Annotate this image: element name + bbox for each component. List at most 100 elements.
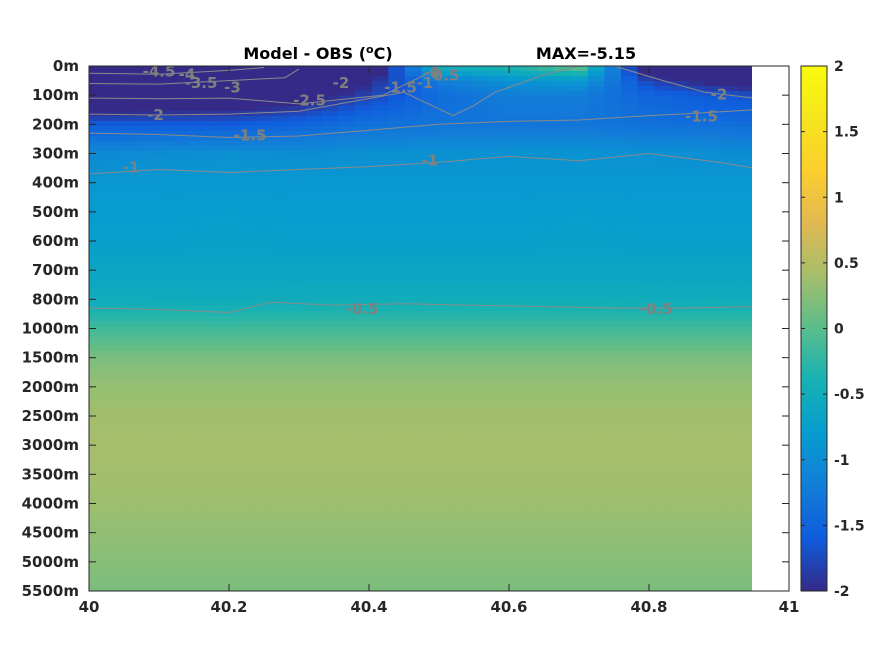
heatmap-cell: [321, 376, 339, 382]
heatmap-cell: [355, 406, 373, 412]
heatmap-cell: [637, 221, 655, 227]
heatmap-cell: [637, 286, 655, 292]
heatmap-cell: [454, 111, 472, 117]
heatmap-cell: [537, 361, 556, 367]
heatmap-cell: [238, 401, 256, 407]
heatmap-cell: [471, 536, 489, 542]
heatmap-cell: [454, 576, 472, 582]
heatmap-cell: [521, 161, 539, 167]
heatmap-cell: [355, 356, 373, 362]
y-tick-label: 0m: [53, 57, 79, 75]
heatmap-cell: [521, 196, 539, 202]
y-tick-label: 700m: [32, 261, 79, 279]
heatmap-cell: [654, 66, 672, 72]
heatmap-cell: [670, 401, 689, 407]
heatmap-cell: [338, 236, 356, 242]
heatmap-cell: [687, 106, 705, 112]
heatmap-cell: [105, 336, 123, 342]
heatmap-cell: [355, 421, 373, 427]
heatmap-cell: [704, 221, 722, 227]
heatmap-cell: [454, 141, 472, 147]
heatmap-cell: [720, 121, 738, 127]
heatmap-cell: [488, 141, 506, 147]
heatmap-cell: [670, 141, 689, 147]
heatmap-cell: [188, 531, 206, 537]
heatmap-cell: [504, 311, 522, 317]
heatmap-cell: [571, 466, 589, 472]
heatmap-cell: [172, 501, 190, 507]
heatmap-cell: [537, 446, 556, 452]
heatmap-cell: [438, 86, 456, 92]
heatmap-cell: [105, 426, 123, 432]
heatmap-cell: [205, 201, 223, 207]
heatmap-cell: [271, 226, 290, 232]
heatmap-cell: [238, 181, 256, 187]
heatmap-cell: [521, 146, 539, 152]
heatmap-cell: [720, 586, 738, 591]
heatmap-cell: [404, 311, 423, 317]
heatmap-cell: [138, 566, 157, 572]
heatmap-cell: [554, 576, 572, 582]
heatmap-cell: [271, 386, 290, 392]
heatmap-cell: [371, 326, 389, 332]
heatmap-cell: [488, 86, 506, 92]
heatmap-cell: [321, 156, 339, 162]
heatmap-cell: [554, 176, 572, 182]
heatmap-cell: [338, 501, 356, 507]
heatmap-cell: [670, 451, 689, 457]
heatmap-cell: [687, 571, 705, 577]
heatmap-cell: [687, 366, 705, 372]
heatmap-cell: [704, 581, 722, 587]
heatmap-cell: [305, 326, 323, 332]
heatmap-cell: [122, 261, 140, 267]
heatmap-cell: [255, 66, 273, 72]
heatmap-cell: [687, 321, 705, 327]
heatmap-cell: [670, 531, 689, 537]
heatmap-cell: [654, 346, 672, 352]
heatmap-cell: [255, 446, 273, 452]
heatmap-cell: [222, 266, 240, 272]
heatmap-cell: [138, 491, 157, 497]
heatmap-cell: [105, 446, 123, 452]
heatmap-cell: [604, 351, 622, 357]
heatmap-cell: [587, 526, 605, 532]
heatmap-cell: [737, 566, 752, 572]
heatmap-cell: [205, 451, 223, 457]
heatmap-cell: [188, 386, 206, 392]
heatmap-cell: [737, 316, 752, 322]
heatmap-cell: [604, 86, 622, 92]
heatmap-cell: [737, 176, 752, 182]
heatmap-cell: [138, 526, 157, 532]
heatmap-cell: [404, 526, 423, 532]
heatmap-cell: [504, 131, 522, 137]
heatmap-cell: [621, 196, 639, 202]
heatmap-cell: [238, 121, 256, 127]
heatmap-cell: [404, 466, 423, 472]
heatmap-cell: [687, 216, 705, 222]
heatmap-cell: [172, 476, 190, 482]
heatmap-cell: [288, 131, 306, 137]
heatmap-cell: [188, 381, 206, 387]
heatmap-cell: [271, 421, 290, 427]
heatmap-cell: [737, 156, 752, 162]
heatmap-cell: [188, 326, 206, 332]
heatmap-cell: [471, 381, 489, 387]
heatmap-cell: [504, 516, 522, 522]
heatmap-cell: [687, 426, 705, 432]
heatmap-cell: [571, 436, 589, 442]
heatmap-cell: [371, 531, 389, 537]
contour-label: -0.5: [640, 300, 673, 318]
heatmap-cell: [321, 231, 339, 237]
heatmap-cell: [654, 576, 672, 582]
heatmap-cell: [271, 246, 290, 252]
heatmap-cell: [271, 266, 290, 272]
heatmap-cell: [654, 126, 672, 132]
heatmap-cell: [571, 396, 589, 402]
heatmap-cell: [621, 166, 639, 172]
heatmap-cell: [122, 331, 140, 337]
heatmap-cell: [604, 411, 622, 417]
heatmap-cell: [305, 281, 323, 287]
heatmap-cell: [255, 121, 273, 127]
heatmap-cell: [138, 371, 157, 377]
heatmap-cell: [404, 471, 423, 477]
